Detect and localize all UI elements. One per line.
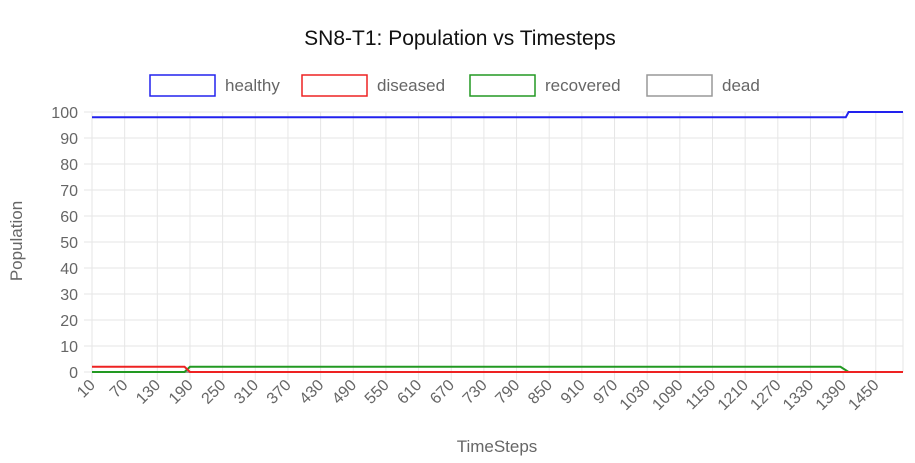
legend-swatch-recovered[interactable] xyxy=(469,74,536,97)
grid xyxy=(84,111,904,380)
series-line-healthy xyxy=(92,111,903,119)
x-tick-label: 670 xyxy=(427,377,458,408)
legend-swatch-healthy[interactable] xyxy=(149,74,216,97)
y-axis-ticks: 0 10 20 30 40 50 60 70 80 90 100 xyxy=(51,105,78,382)
x-tick-label: 850 xyxy=(525,377,556,408)
y-tick-label: 50 xyxy=(60,235,78,252)
x-axis-label: TimeSteps xyxy=(457,437,538,456)
y-tick-label: 90 xyxy=(60,131,78,148)
x-tick-label: 730 xyxy=(460,377,491,408)
x-tick-label: 190 xyxy=(166,377,197,408)
x-tick-label: 610 xyxy=(395,377,426,408)
x-tick-label: 1090 xyxy=(649,377,686,414)
x-tick-label: 1210 xyxy=(715,377,752,414)
y-tick-label: 80 xyxy=(60,157,78,174)
x-tick-label: 490 xyxy=(329,377,360,408)
y-tick-label: 20 xyxy=(60,313,78,330)
y-tick-label: 40 xyxy=(60,261,78,278)
x-tick-label: 430 xyxy=(297,377,328,408)
y-tick-label: 60 xyxy=(60,209,78,226)
chart-title: SN8-T1: Population vs Timesteps xyxy=(304,27,616,50)
x-tick-label: 1390 xyxy=(813,377,850,414)
x-tick-label: 1330 xyxy=(780,377,817,414)
legend-label-recovered[interactable]: recovered xyxy=(545,76,621,95)
legend-swatch-diseased[interactable] xyxy=(301,74,368,97)
legend: healthy diseased recovered dead xyxy=(149,74,760,97)
legend-label-dead[interactable]: dead xyxy=(722,76,760,95)
x-axis-ticks: 10 70 130 190 250 310 370 430 490 550 610 670 730 790… xyxy=(74,377,882,414)
series-lines xyxy=(92,111,903,373)
x-tick-label: 1030 xyxy=(617,377,654,414)
y-tick-label: 70 xyxy=(60,183,78,200)
x-tick-label: 1150 xyxy=(683,377,719,413)
series-line-diseased xyxy=(92,365,903,373)
x-tick-label: 130 xyxy=(133,377,164,408)
y-axis-label: Population xyxy=(7,201,26,281)
x-tick-label: 310 xyxy=(231,377,262,408)
x-tick-label: 910 xyxy=(558,377,589,408)
y-tick-label: 10 xyxy=(60,339,78,356)
legend-label-healthy[interactable]: healthy xyxy=(225,76,280,95)
y-tick-label: 100 xyxy=(51,105,78,122)
x-tick-label: 70 xyxy=(107,377,132,402)
y-tick-label: 0 xyxy=(69,365,78,382)
legend-label-diseased[interactable]: diseased xyxy=(377,76,445,95)
legend-swatch-dead[interactable] xyxy=(646,74,713,97)
x-tick-label: 1450 xyxy=(845,377,882,414)
x-tick-label: 370 xyxy=(264,377,295,408)
x-tick-label: 1270 xyxy=(747,377,784,414)
x-tick-label: 250 xyxy=(199,377,230,408)
x-tick-label: 550 xyxy=(362,377,393,408)
y-tick-label: 30 xyxy=(60,287,78,304)
x-tick-label: 790 xyxy=(492,377,523,408)
